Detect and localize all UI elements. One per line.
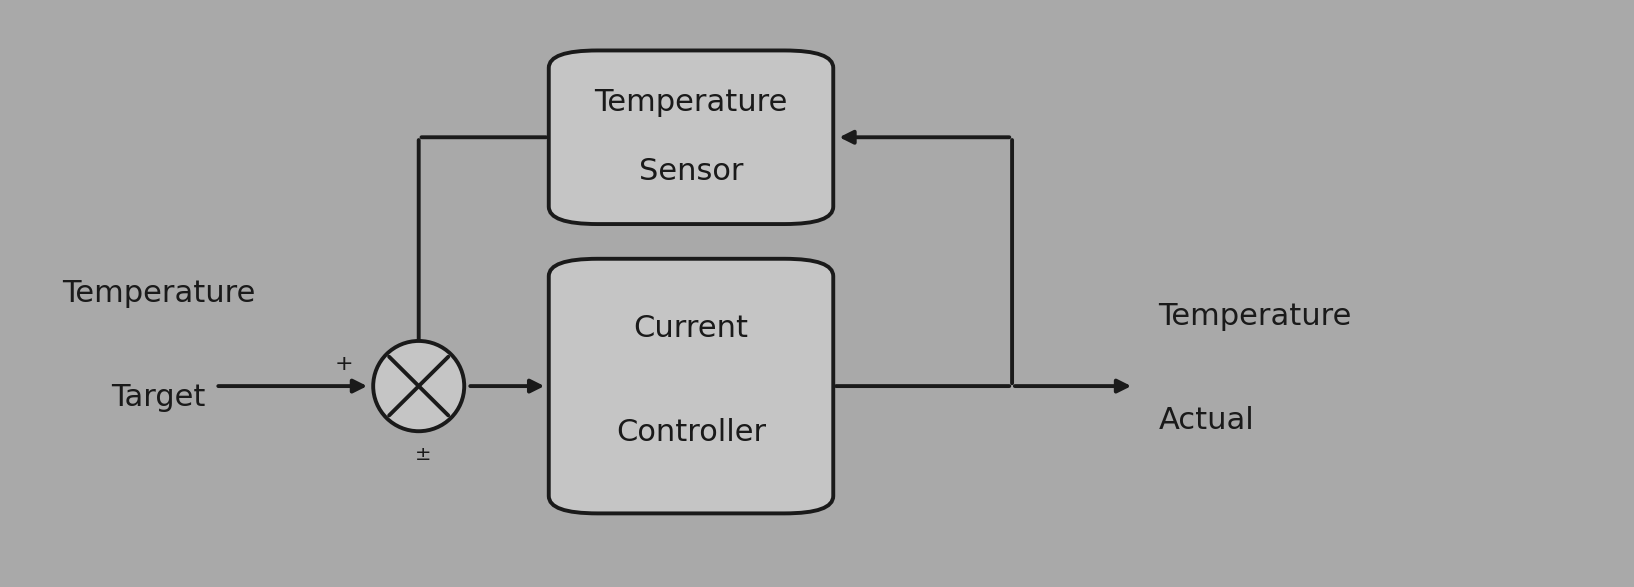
Text: Actual: Actual bbox=[1159, 406, 1255, 436]
Text: +: + bbox=[335, 353, 353, 373]
Text: Temperature: Temperature bbox=[62, 279, 255, 308]
FancyBboxPatch shape bbox=[549, 50, 833, 224]
Text: Current: Current bbox=[634, 313, 748, 343]
Text: Temperature: Temperature bbox=[1159, 302, 1351, 331]
Text: ±: ± bbox=[415, 445, 431, 464]
Text: Sensor: Sensor bbox=[639, 157, 743, 187]
Text: Target: Target bbox=[111, 383, 206, 412]
FancyBboxPatch shape bbox=[549, 259, 833, 514]
Text: Controller: Controller bbox=[616, 418, 766, 447]
Ellipse shape bbox=[373, 341, 464, 431]
Text: Temperature: Temperature bbox=[595, 88, 788, 117]
